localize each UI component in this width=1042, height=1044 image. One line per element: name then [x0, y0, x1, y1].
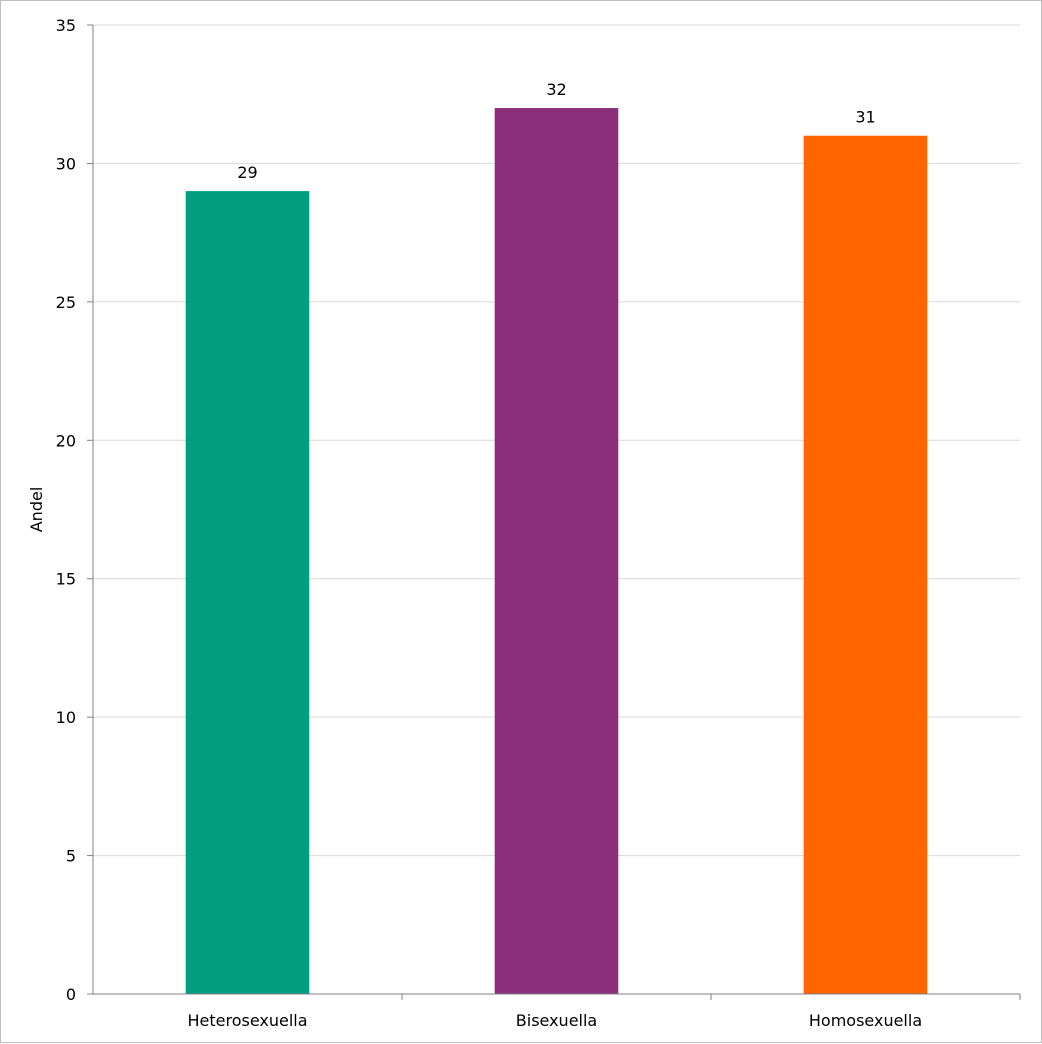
y-tick-label: 5 [66, 847, 76, 866]
bar-heterosexuella [185, 191, 310, 995]
y-tick-label: 35 [56, 16, 76, 35]
labels: 0 5 10 15 20 25 30 35 29 Heterosexuella 32 Bisexuel… [56, 16, 922, 1030]
bar-bisexuella [494, 108, 619, 995]
y-tick-label: 10 [56, 708, 76, 727]
axes [92, 25, 1020, 995]
y-axis-title: Andel [27, 487, 46, 533]
bars [185, 108, 928, 995]
y-tick-label: 20 [56, 431, 76, 450]
y-tick-label: 30 [56, 154, 76, 173]
x-category-label: Bisexuella [516, 1011, 597, 1030]
data-label: 29 [237, 163, 257, 182]
data-label: 31 [855, 108, 875, 127]
y-tick-label: 25 [56, 293, 76, 312]
x-category-label: Heterosexuella [187, 1011, 307, 1030]
bar-homosexuella [803, 135, 928, 994]
y-tick-label: 15 [56, 570, 76, 589]
x-category-label: Homosexuella [809, 1011, 922, 1030]
data-label: 32 [546, 80, 566, 99]
y-tick-label: 0 [66, 985, 76, 1004]
